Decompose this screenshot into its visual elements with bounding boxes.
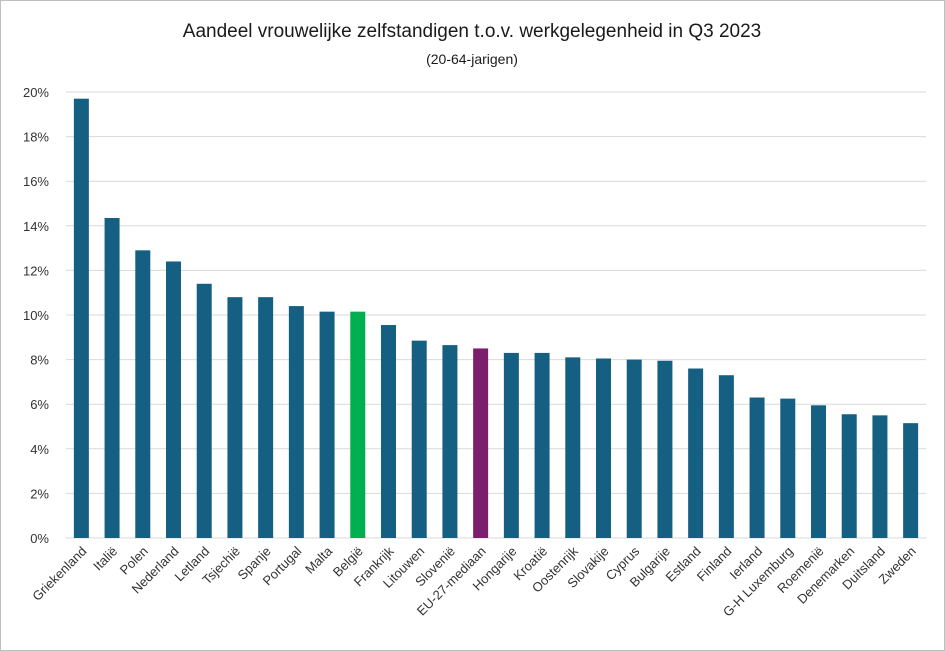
x-category-label: Finland [694,544,735,585]
gridlines [66,91,926,539]
x-axis-labels: Griekenland ItaliëPolenNederlandLetlandTs… [29,543,918,620]
bar-nederland [166,261,181,538]
bar-oostenrijk [565,357,581,538]
y-tick-label: 8% [30,353,49,368]
bar-duitsland [872,415,888,538]
bars [73,98,919,538]
bar-bulgarije [657,360,673,538]
bar-denemarken [841,414,857,538]
chart-title: Aandeel vrouwelijke zelfstandigen t.o.v.… [183,21,761,42]
y-tick-label: 12% [23,263,49,278]
bar-griekenland [73,98,89,538]
bar-polen [135,250,151,538]
y-tick-label: 2% [30,486,49,501]
bar-letland [196,283,212,538]
bar-sloveni- [442,345,458,538]
bar-eu-27-mediaan [473,348,489,538]
bar-tsjechi- [227,297,243,538]
y-tick-label: 16% [23,174,49,189]
y-tick-label: 10% [23,308,49,323]
chart-subtitle: (20-64-jarigen) [426,51,518,67]
bar-g-h-luxemburg [780,398,796,538]
y-tick-label: 20% [23,85,49,100]
bar-estland [688,368,704,538]
bar-kroati- [534,352,550,538]
x-category-label: Italië [90,544,120,574]
y-tick-label: 0% [30,531,49,546]
bar-malta [319,311,335,538]
x-category-label: Griekenland [29,544,89,604]
bar-cyprus [626,359,642,538]
bar-slovakije [596,358,611,538]
y-tick-label: 18% [23,130,49,145]
bar-spanje [258,297,274,538]
bar-zweden [903,423,919,538]
bar-itali- [104,217,120,538]
y-axis-ticks: 0% 2% 4% 6% 8% 10% 12% 14% 16% 18% 20% [23,85,49,546]
bar-portugal [288,306,304,538]
bar-litouwen [411,340,427,538]
bar-hongarije [503,352,519,538]
bar-belgi- [350,311,366,538]
y-tick-label: 14% [23,219,49,234]
bar-frankrijk [381,325,396,538]
bar-roemeni- [811,405,826,538]
y-tick-label: 4% [30,442,49,457]
bar-ierland [749,397,765,538]
x-category-label: Malta [302,543,336,577]
y-tick-label: 6% [30,397,49,412]
bar-finland [718,375,734,538]
